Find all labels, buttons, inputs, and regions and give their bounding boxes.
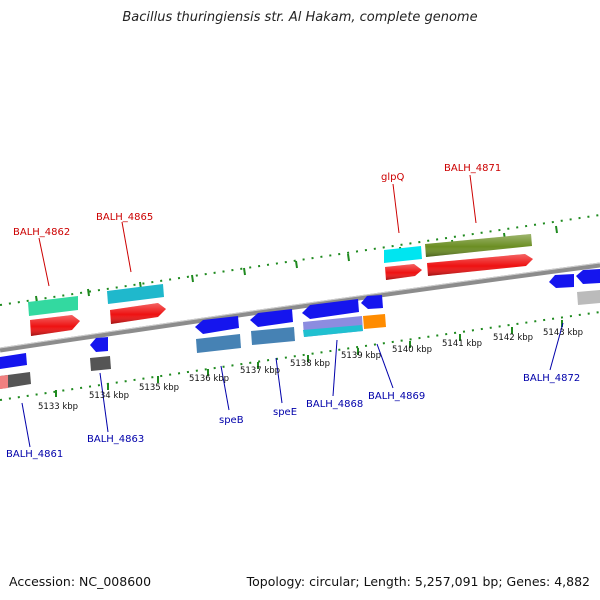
reverse-gene-labels: BALH_4861 BALH_4863 speB speE BALH_4868 … [6,373,580,460]
gene-speb [195,316,239,334]
gene-label-balh-4863[interactable]: BALH_4863 [87,434,144,445]
scale-label: 5141 kbp [442,339,482,349]
scale-label: 5142 kbp [493,333,533,343]
gene-balh-4872 [549,274,574,288]
gene-label-balh-4872[interactable]: BALH_4872 [523,373,580,384]
gene-balh-4861 [0,353,27,369]
genome-backbone [0,262,600,353]
scale-label: 5137 kbp [240,366,280,376]
gene-balh-4869 [361,295,383,309]
gene-label-balh-4871[interactable]: BALH_4871 [444,163,501,174]
gene-label-balh-4861[interactable]: BALH_4861 [6,449,63,460]
gene-label-speb[interactable]: speB [219,415,244,426]
gene-speb-cog [196,334,241,353]
gene-balh-4872-cog [577,290,600,305]
gene-balh-4862-cog [28,296,78,316]
lower-tick-track [0,311,600,401]
scale-label: 5135 kbp [139,383,179,393]
scale-labels: 5133 kbp 5134 kbp 5135 kbp 5136 kbp 5137… [38,328,583,412]
gene-glpq-cog [384,246,422,263]
scale-label: 5140 kbp [392,345,432,355]
page-title: Bacillus thuringiensis str. Al Hakam, co… [122,10,478,25]
gene-balh-4872-next [576,269,600,284]
gene-balh-4869-cog [363,314,386,329]
gene-label-glpq[interactable]: glpQ [381,172,404,183]
scale-label: 5134 kbp [89,391,129,401]
scale-label: 5136 kbp [189,374,229,384]
forward-gene-labels: BALH_4862 BALH_4865 glpQ BALH_4871 [13,163,501,238]
gene-balh-4863-cog [90,356,111,371]
scale-label: 5139 kbp [341,351,381,361]
gene-label-spee[interactable]: speE [273,407,297,418]
lower-major-ticks [55,320,563,397]
forward-leader-lines [38,174,477,287]
gene-label-balh-4862[interactable]: BALH_4862 [13,227,70,238]
genome-summary: Topology: circular; Length: 5,257,091 bp… [246,574,590,589]
gene-balh-4865-cog [107,284,164,304]
gene-label-balh-4865[interactable]: BALH_4865 [96,212,153,223]
reverse-genes [0,269,600,389]
gene-spee-cog [251,327,295,345]
forward-genes [28,234,533,336]
gene-label-balh-4869[interactable]: BALH_4869 [368,391,425,402]
gene-balh-4863 [90,337,108,352]
gene-balh-4868 [302,299,359,319]
gene-spee [250,309,293,327]
accession-label: Accession: NC_008600 [9,574,152,589]
gene-label-balh-4868[interactable]: BALH_4868 [306,399,363,410]
reverse-leader-lines [21,322,564,448]
scale-label: 5138 kbp [290,359,330,369]
scale-label: 5133 kbp [38,402,78,412]
scale-label: 5143 kbp [543,328,583,338]
